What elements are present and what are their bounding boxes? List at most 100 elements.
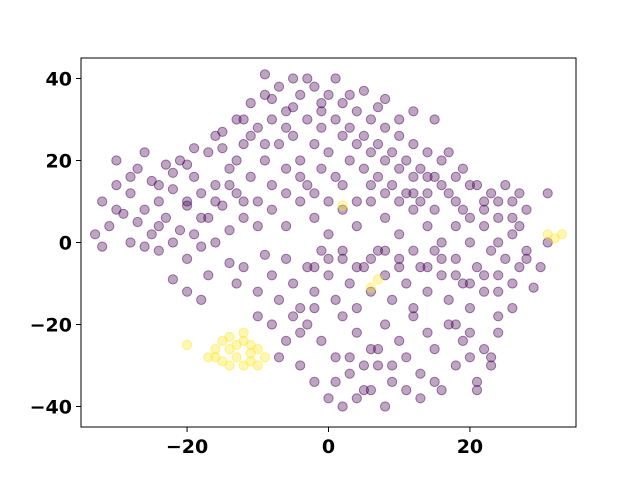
scatter-point-class-0 [401, 278, 412, 289]
scatter-point-class-0 [408, 245, 419, 256]
scatter-point-class-0 [182, 286, 193, 297]
scatter-point-class-0 [182, 253, 193, 264]
scatter-point-class-0 [415, 163, 426, 174]
scatter-point-class-0 [535, 262, 546, 273]
scatter-point-class-0 [457, 278, 468, 289]
scatter-point-class-0 [450, 221, 461, 232]
scatter-point-class-0 [479, 270, 490, 281]
scatter-point-class-0 [266, 319, 277, 330]
scatter-point-class-0 [238, 196, 249, 207]
scatter-point-class-0 [281, 253, 292, 264]
scatter-point-class-0 [125, 237, 136, 248]
scatter-point-class-0 [401, 155, 412, 166]
scatter-point-class-0 [182, 159, 193, 170]
scatter-point-class-0 [203, 270, 214, 281]
scatter-point-class-0 [429, 344, 440, 355]
scatter-point-class-0 [443, 294, 454, 305]
scatter-point-class-0 [443, 319, 454, 330]
scatter-point-class-0 [372, 139, 384, 150]
scatter-point-class-0 [330, 171, 341, 182]
scatter-point-class-0 [203, 147, 214, 158]
scatter-point-class-0 [500, 180, 511, 191]
scatter-point-class-0 [210, 180, 221, 191]
scatter-point-class-0 [196, 188, 207, 199]
scatter-point-class-1 [252, 360, 263, 371]
y-tick-label: 40 [46, 69, 72, 91]
scatter-point-class-0 [450, 360, 461, 371]
scatter-point-class-0 [288, 130, 299, 141]
scatter-point-class-0 [302, 319, 313, 330]
scatter-point-class-0 [295, 303, 306, 314]
scatter-point-class-0 [521, 204, 532, 215]
scatter-point-class-0 [429, 204, 440, 215]
scatter-point-class-0 [457, 204, 468, 215]
scatter-point-class-0 [500, 253, 511, 264]
scatter-point-class-0 [380, 319, 391, 330]
scatter-point-class-0 [337, 401, 348, 412]
scatter-point-class-0 [372, 344, 384, 355]
scatter-point-class-0 [507, 196, 518, 207]
scatter-point-class-0 [153, 245, 164, 256]
scatter-point-class-0 [281, 221, 292, 232]
scatter-point-class-0 [387, 147, 398, 158]
scatter-point-class-0 [266, 204, 277, 215]
scatter-point-class-0 [189, 143, 200, 154]
scatter-point-class-0 [387, 180, 398, 191]
scatter-point-class-0 [224, 257, 235, 269]
scatter-point-class-1 [238, 327, 249, 338]
scatter-point-class-0 [471, 376, 483, 387]
scatter-point-class-0 [514, 188, 525, 199]
scatter-point-class-0 [521, 253, 532, 264]
scatter-point-class-0 [493, 212, 504, 223]
scatter-point-class-0 [231, 114, 242, 125]
scatter-point-class-0 [351, 139, 362, 150]
scatter-point-class-0 [457, 163, 468, 174]
scatter-point-class-0 [394, 229, 405, 240]
scatter-point-class-0 [436, 180, 447, 191]
x-tick-label: 20 [457, 436, 483, 458]
scatter-point-class-0 [493, 327, 504, 338]
scatter-point-class-0 [429, 171, 440, 182]
y-tick-label: 0 [59, 233, 72, 255]
scatter-point-class-0 [153, 180, 164, 191]
scatter-point-class-0 [365, 385, 376, 396]
scatter-point-class-0 [344, 155, 355, 166]
scatter-point-class-0 [457, 335, 468, 346]
scatter-point-class-1 [231, 352, 242, 363]
scatter-point-class-0 [372, 245, 384, 256]
scatter-point-class-0 [372, 102, 384, 113]
scatter-point-class-0 [330, 114, 341, 125]
scatter-point-class-0 [295, 155, 306, 166]
scatter-point-class-0 [132, 216, 143, 228]
scatter-point-class-0 [436, 270, 447, 281]
scatter-point-class-0 [486, 360, 497, 371]
scatter-point-class-0 [422, 221, 433, 232]
scatter-point-class-0 [493, 311, 504, 322]
scatter-point-class-1 [182, 339, 193, 351]
scatter-point-class-0 [358, 262, 369, 273]
y-tick-label: 20 [46, 151, 72, 173]
scatter-point-class-0 [323, 196, 334, 207]
scatter-point-class-0 [160, 212, 171, 223]
scatter-point-class-0 [464, 278, 475, 289]
scatter-point-class-0 [309, 81, 320, 92]
scatter-point-class-0 [422, 171, 433, 182]
scatter-point-class-0 [288, 278, 299, 289]
scatter-point-class-0 [316, 245, 327, 256]
scatter-point-class-0 [422, 188, 433, 199]
scatter-point-class-1 [224, 331, 235, 342]
scatter-point-class-1 [372, 274, 384, 285]
scatter-point-class-0 [266, 114, 277, 125]
scatter-point-class-0 [111, 204, 122, 215]
scatter-point-class-0 [273, 139, 285, 150]
scatter-point-class-0 [422, 147, 433, 158]
scatter-point-class-0 [252, 286, 263, 297]
scatter-point-class-0 [358, 360, 369, 371]
scatter-point-class-0 [344, 122, 355, 133]
scatter-point-class-0 [365, 180, 376, 191]
scatter-point-class-0 [394, 196, 405, 207]
scatter-point-class-0 [372, 360, 384, 371]
scatter-point-class-0 [443, 188, 454, 199]
scatter-point-class-0 [337, 245, 348, 256]
